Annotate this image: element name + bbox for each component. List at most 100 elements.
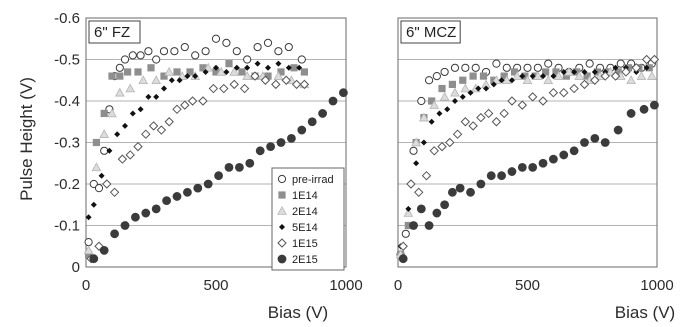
data-point — [419, 112, 429, 122]
data-point — [459, 93, 466, 100]
data-point — [89, 254, 99, 264]
data-point — [291, 79, 302, 90]
data-point — [447, 187, 457, 197]
data-point — [467, 89, 474, 96]
data-point — [172, 192, 182, 201]
plot-frame — [85, 17, 347, 268]
data-point — [120, 221, 130, 230]
data-point — [122, 122, 128, 129]
data-point — [614, 68, 622, 76]
data-point — [224, 163, 234, 172]
data-point — [491, 75, 502, 85]
data-point — [522, 75, 533, 85]
data-point — [471, 63, 480, 72]
data-point — [559, 150, 569, 160]
data-point — [445, 137, 455, 148]
y-tick-label: -0.3 — [54, 135, 80, 152]
legend-label: 1E14 — [292, 190, 318, 202]
data-point — [176, 77, 183, 84]
data-point — [141, 129, 151, 139]
data-point — [636, 71, 647, 80]
data-point — [180, 100, 190, 110]
data-point — [152, 55, 161, 64]
data-point — [529, 73, 536, 80]
data-point — [108, 72, 116, 80]
data-point — [574, 71, 585, 80]
data-point — [450, 63, 460, 72]
data-point — [409, 146, 418, 155]
data-point — [497, 171, 506, 181]
data-point — [590, 75, 600, 85]
data-point — [398, 254, 408, 264]
data-point — [238, 68, 246, 76]
data-point — [569, 83, 579, 94]
legend-marker — [277, 174, 287, 184]
series-2E15 — [398, 100, 659, 264]
data-point — [100, 109, 108, 118]
panel-title: 6" MCZ — [406, 24, 456, 41]
data-point — [621, 67, 631, 77]
data-point — [253, 42, 262, 52]
title-frame — [400, 20, 461, 44]
series-2E15 — [89, 88, 348, 264]
data-point — [284, 42, 293, 52]
data-point — [277, 68, 285, 76]
data-point — [437, 141, 447, 152]
data-point — [486, 171, 496, 181]
data-point — [559, 87, 569, 98]
y-tick-label: -0.5 — [54, 52, 80, 69]
data-point — [254, 60, 261, 67]
data-point — [239, 83, 250, 94]
series-1E14 — [85, 60, 308, 259]
data-point — [265, 64, 271, 71]
data-point — [110, 229, 119, 239]
data-point — [450, 87, 460, 97]
x-tick-label: 1000 — [329, 277, 362, 294]
data-point — [562, 72, 570, 80]
y-tick-label: -0.6 — [54, 10, 80, 27]
data-point — [120, 55, 130, 64]
data-point — [500, 72, 508, 80]
data-point — [451, 98, 458, 104]
data-point — [549, 154, 558, 164]
data-point — [542, 68, 550, 76]
data-point — [553, 71, 564, 80]
data-point — [125, 150, 135, 160]
data-point — [432, 208, 442, 218]
data-point — [297, 55, 306, 64]
data-point — [398, 241, 408, 251]
data-point — [232, 47, 241, 56]
series-1E15 — [86, 71, 310, 264]
data-point — [420, 139, 427, 146]
data-point — [102, 179, 112, 189]
data-point — [571, 68, 578, 75]
data-point — [605, 66, 616, 76]
data-point — [544, 59, 553, 68]
panel-title-box: 6" FZ — [88, 20, 141, 44]
data-point — [83, 245, 94, 255]
data-point — [186, 68, 194, 76]
data-point — [417, 96, 426, 106]
mcz-x-axis-label: Bias (V) — [615, 303, 675, 322]
data-point — [177, 71, 188, 80]
data-point — [613, 125, 623, 135]
data-point — [213, 64, 219, 71]
data-point — [192, 73, 199, 80]
data-point — [469, 72, 477, 80]
data-point — [222, 38, 231, 48]
panel-title: 6" FZ — [94, 24, 130, 41]
data-point — [131, 212, 140, 222]
data-point — [255, 146, 265, 156]
data-point — [550, 73, 557, 80]
data-point — [151, 75, 162, 85]
data-point — [98, 172, 105, 179]
legend-label: pre-irrad — [292, 174, 334, 186]
x-tick-label: 0 — [394, 277, 402, 294]
data-point — [440, 67, 449, 77]
data-point — [170, 47, 179, 56]
data-point — [429, 146, 439, 156]
data-point — [429, 100, 440, 109]
data-point — [560, 68, 567, 75]
data-point — [281, 75, 291, 85]
data-point — [107, 108, 117, 118]
